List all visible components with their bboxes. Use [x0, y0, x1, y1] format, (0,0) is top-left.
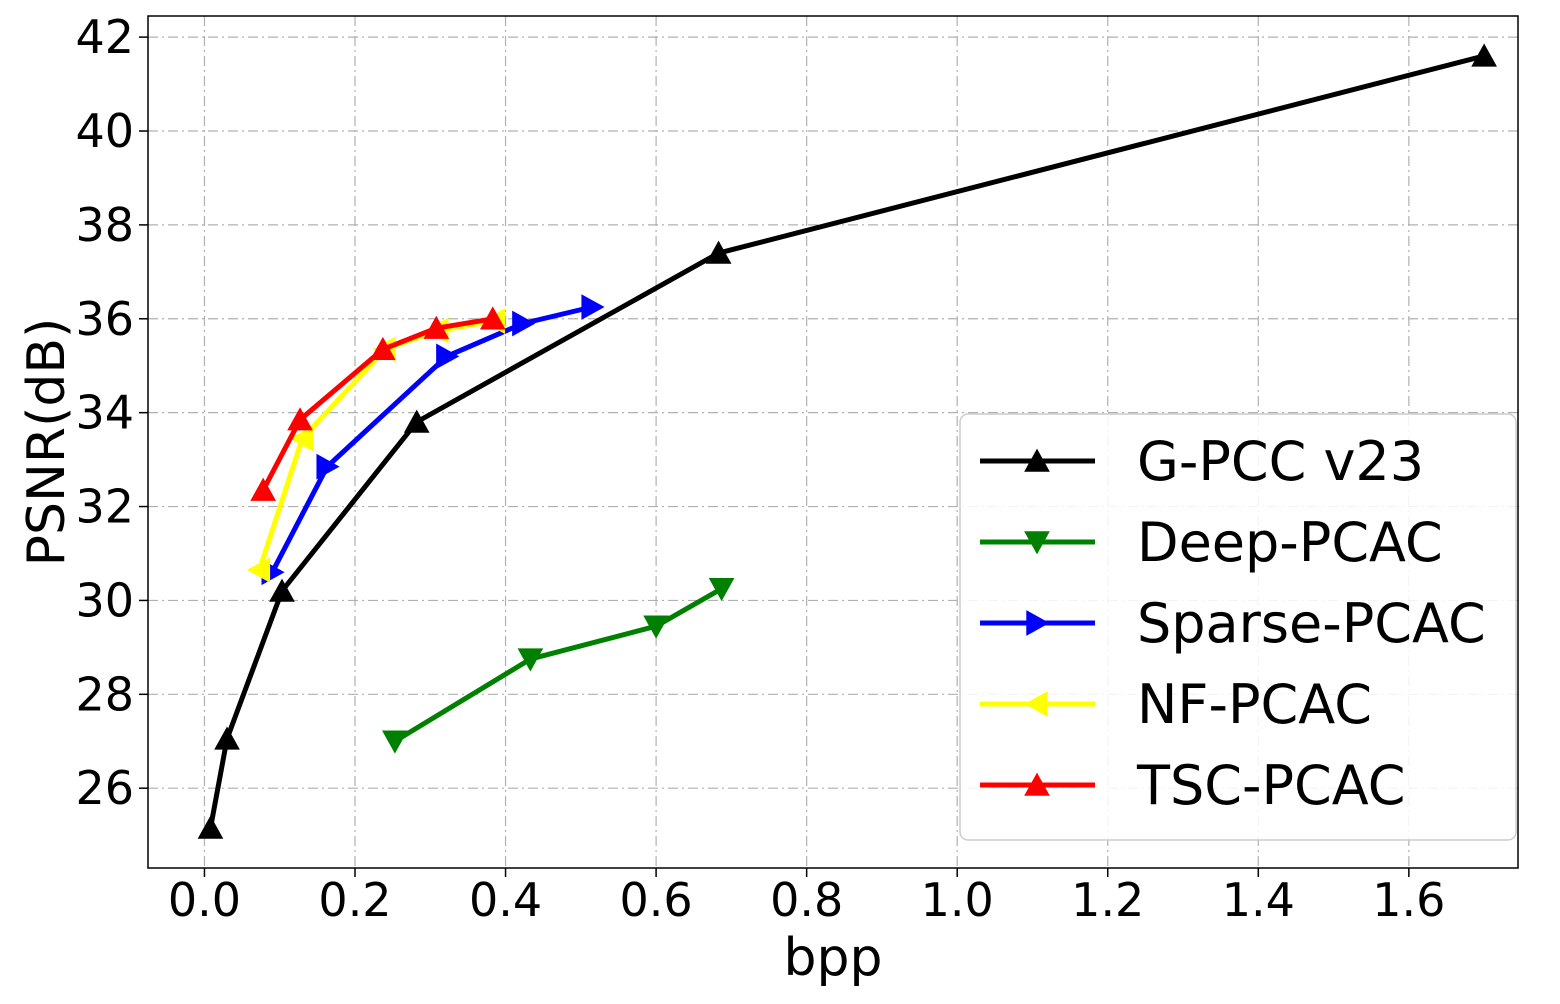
g-pcc-v23-point: [1471, 43, 1497, 67]
nf-pcac-point: [246, 557, 271, 583]
tsc-pcac-point: [423, 315, 450, 339]
legend-label-sparse-pcac: Sparse-PCAC: [1137, 592, 1486, 655]
legend-entry-sparse-pcac: Sparse-PCAC: [980, 592, 1486, 655]
x-tick-label: 1.2: [1071, 873, 1144, 927]
g-pcc-v23-point: [269, 578, 295, 602]
y-tick-label: 40: [75, 104, 134, 158]
deep-pcac-point: [708, 577, 735, 602]
y-tick-label: 26: [75, 761, 134, 815]
y-tick-label: 34: [75, 386, 134, 440]
g-pcc-v23-point: [197, 815, 224, 839]
sparse-pcac-point: [316, 453, 340, 480]
sparse-pcac-line: [269, 304, 595, 575]
y-axis-label: PSNR(dB): [17, 318, 77, 567]
g-pcc-v23-point: [705, 240, 732, 264]
legend-label-nf-pcac: NF-PCAC: [1137, 673, 1372, 736]
legend-marker-sparse-pcac: [1026, 610, 1050, 636]
legend-marker-nf-pcac: [1024, 691, 1048, 717]
legend-label-g-pcc-v23: G-PCC v23: [1137, 430, 1424, 493]
x-tick-label: 0.0: [168, 873, 241, 927]
legend-marker-g-pcc-v23: [1024, 448, 1050, 472]
legend-entry-g-pcc-v23: G-PCC v23: [980, 430, 1424, 493]
deep-pcac-line: [392, 586, 725, 744]
series-tsc-pcac: [250, 306, 506, 501]
x-tick-label: 0.8: [770, 873, 843, 927]
legend-label-tsc-pcac: TSC-PCAC: [1136, 754, 1405, 817]
g-pcc-v23-point: [403, 409, 430, 433]
y-tick-label: 28: [75, 667, 134, 721]
legend: G-PCC v23 Deep-PCAC Sparse-PCAC NF-PCAC TSC-…: [959, 413, 1517, 841]
tsc-pcac-point: [479, 306, 506, 330]
y-tick-label: 42: [75, 10, 134, 64]
x-tick-label: 1.6: [1372, 873, 1445, 927]
y-tick-label: 36: [75, 292, 134, 346]
y-tick-label: 30: [75, 573, 134, 627]
legend-label-deep-pcac: Deep-PCAC: [1137, 511, 1443, 574]
x-tick-label: 1.4: [1222, 873, 1295, 927]
x-axis-label: bpp: [783, 928, 882, 988]
sparse-pcac-point: [436, 343, 460, 370]
plot-frame: [147, 15, 1519, 869]
series-sparse-pcac: [261, 294, 605, 586]
legend-marker-tsc-pcac: [1024, 772, 1050, 796]
legend-entry-deep-pcac: Deep-PCAC: [980, 511, 1443, 574]
y-tick-label: 32: [75, 480, 134, 534]
tsc-pcac-line: [260, 316, 496, 493]
deep-pcac-point: [517, 648, 544, 672]
series-deep-pcac: [382, 577, 735, 754]
legend-entry-tsc-pcac: TSC-PCAC: [980, 754, 1405, 817]
nf-pcac-point: [289, 425, 314, 452]
x-tick-label: 1.0: [921, 873, 994, 927]
x-tick-label: 0.4: [469, 873, 542, 927]
ticks: 0.0 0.2 0.4 0.6 0.8 1.0 1.2 1.4 1.6 26 28 30 32 34 36 3…: [75, 10, 1445, 927]
series-layer: [197, 43, 1497, 839]
legend-entries: G-PCC v23 Deep-PCAC Sparse-PCAC NF-PCAC TSC-…: [980, 430, 1486, 817]
sparse-pcac-point: [512, 310, 536, 337]
tsc-pcac-point: [250, 477, 277, 501]
legend-box: [959, 413, 1517, 841]
g-pcc-v23-line: [208, 53, 1487, 831]
x-tick-label: 0.2: [318, 873, 391, 927]
deep-pcac-point: [643, 615, 669, 639]
tsc-pcac-point: [370, 336, 396, 360]
y-tick-label: 38: [75, 198, 134, 252]
legend-entry-nf-pcac: NF-PCAC: [980, 673, 1372, 736]
tsc-pcac-point: [287, 407, 313, 431]
deep-pcac-point: [382, 730, 408, 754]
series-g-pcc-v23: [197, 43, 1497, 839]
legend-marker-deep-pcac: [1024, 531, 1050, 555]
x-tick-label: 0.6: [620, 873, 693, 927]
g-pcc-v23-point: [214, 726, 240, 750]
sparse-pcac-point: [581, 294, 605, 320]
